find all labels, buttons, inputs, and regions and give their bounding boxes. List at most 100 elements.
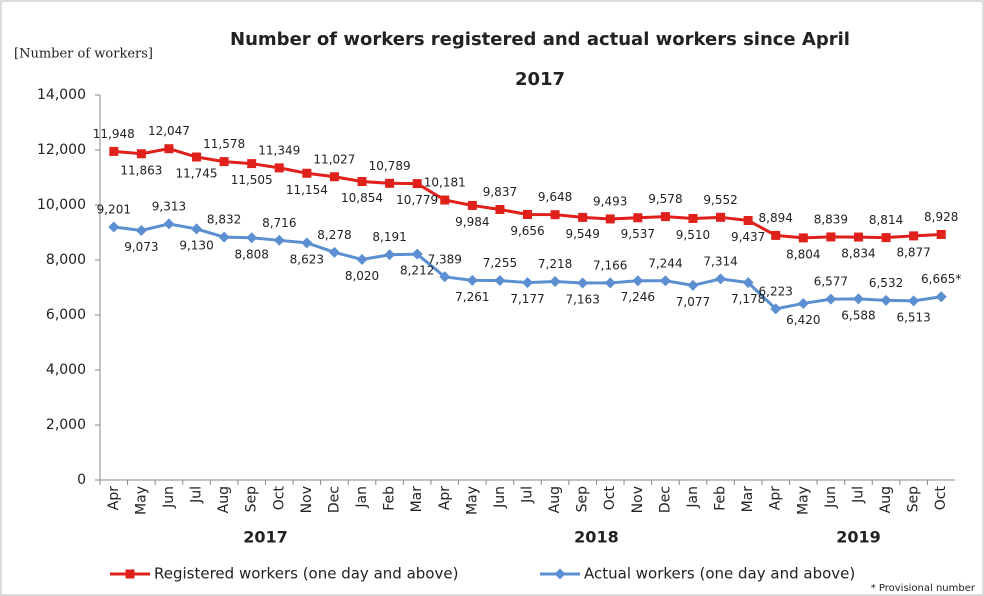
data-label: 9,201 xyxy=(97,202,131,216)
point xyxy=(659,275,671,287)
data-label: 7,314 xyxy=(703,254,737,268)
data-label: 8,212 xyxy=(400,264,434,278)
point xyxy=(439,271,451,283)
point xyxy=(633,213,643,223)
data-label: 9,493 xyxy=(593,194,627,208)
point xyxy=(554,568,566,580)
x-tick-label: Dec xyxy=(326,486,342,513)
y-tick-label: 0 xyxy=(77,472,86,488)
point xyxy=(274,163,284,173)
data-label: 9,656 xyxy=(510,224,544,238)
point xyxy=(716,212,726,222)
point xyxy=(467,200,477,210)
data-label: 8,716 xyxy=(262,216,296,230)
data-label: 10,779 xyxy=(396,193,438,207)
data-label: 8,814 xyxy=(869,213,903,227)
x-tick-label: Oct xyxy=(271,486,287,511)
y-tick-label: 8,000 xyxy=(46,252,86,268)
data-label: 6,420 xyxy=(786,313,820,327)
x-tick-label: Sep xyxy=(906,486,922,513)
data-label: 7,163 xyxy=(565,293,599,307)
x-tick-label: Aug xyxy=(878,486,894,513)
point xyxy=(219,157,229,167)
point xyxy=(826,232,836,242)
data-label: 8,191 xyxy=(372,230,406,244)
x-tick-label: Apr xyxy=(106,486,122,510)
data-label: 6,223 xyxy=(759,284,793,298)
data-label: 8,834 xyxy=(841,247,875,261)
data-label: 8,804 xyxy=(786,247,820,261)
y-tick-label: 4,000 xyxy=(46,362,86,378)
data-label: 8,928 xyxy=(924,210,958,224)
point xyxy=(273,234,285,246)
point xyxy=(108,221,120,233)
x-tick-label: May xyxy=(464,486,480,515)
data-label: 8,832 xyxy=(207,213,241,227)
point xyxy=(908,295,920,307)
point xyxy=(440,195,450,205)
point xyxy=(798,233,808,243)
data-label: 7,166 xyxy=(593,258,627,272)
point xyxy=(852,293,864,305)
data-label: 8,877 xyxy=(896,245,930,259)
point xyxy=(825,293,837,305)
footnote: * Provisional number xyxy=(871,583,976,594)
data-label: 7,246 xyxy=(621,290,655,304)
x-tick-label: Mar xyxy=(409,486,425,513)
data-label: 8,020 xyxy=(345,269,379,283)
data-label: 9,510 xyxy=(676,228,710,242)
point xyxy=(412,179,422,189)
data-label: 6,588 xyxy=(841,308,875,322)
point xyxy=(246,232,258,244)
point xyxy=(522,277,533,289)
x-tick-label: Mar xyxy=(740,486,756,513)
data-label: 7,261 xyxy=(455,290,489,304)
data-label: 10,181 xyxy=(424,176,466,190)
legend-label: Actual workers (one day and above) xyxy=(584,565,855,583)
data-label: 11,578 xyxy=(203,137,245,151)
x-tick-label: Jun xyxy=(492,486,508,509)
chart-title-line2: 2017 xyxy=(515,69,565,90)
point xyxy=(301,237,313,249)
point xyxy=(302,168,312,178)
x-tick-label: Jul xyxy=(520,486,536,504)
year-label: 2019 xyxy=(836,528,881,547)
point xyxy=(660,212,670,222)
point xyxy=(715,273,727,285)
data-label: 11,349 xyxy=(258,143,300,157)
point xyxy=(494,274,506,286)
data-label: 9,130 xyxy=(179,238,213,252)
point xyxy=(125,569,135,579)
x-tick-label: Dec xyxy=(657,486,673,513)
point xyxy=(605,214,615,224)
y-tick-label: 12,000 xyxy=(37,142,86,158)
x-tick-label: Nov xyxy=(299,486,315,513)
point xyxy=(687,279,699,291)
point xyxy=(385,178,395,188)
data-label: 7,244 xyxy=(648,256,682,270)
data-label: 7,178 xyxy=(731,292,765,306)
data-label: 9,073 xyxy=(124,240,158,254)
data-label: 6,532 xyxy=(869,276,903,290)
point xyxy=(163,218,175,230)
point xyxy=(797,297,809,309)
data-label: 8,623 xyxy=(290,252,324,266)
point xyxy=(743,215,753,225)
x-tick-label: Jan xyxy=(685,486,701,509)
point xyxy=(770,303,782,315)
point xyxy=(771,230,781,240)
data-label: 9,437 xyxy=(731,230,765,244)
year-label: 2018 xyxy=(574,528,619,547)
y-axis-label: [Number of workers] xyxy=(14,47,153,62)
point xyxy=(356,253,368,265)
data-label: 7,389 xyxy=(428,252,462,266)
x-tick-label: Oct xyxy=(602,486,618,511)
point xyxy=(578,212,588,222)
point xyxy=(936,229,946,239)
legend-label: Registered workers (one day and above) xyxy=(154,565,458,583)
data-label: 6,665* xyxy=(921,272,961,286)
data-label: 11,154 xyxy=(286,183,328,197)
data-label: 9,984 xyxy=(455,215,489,229)
